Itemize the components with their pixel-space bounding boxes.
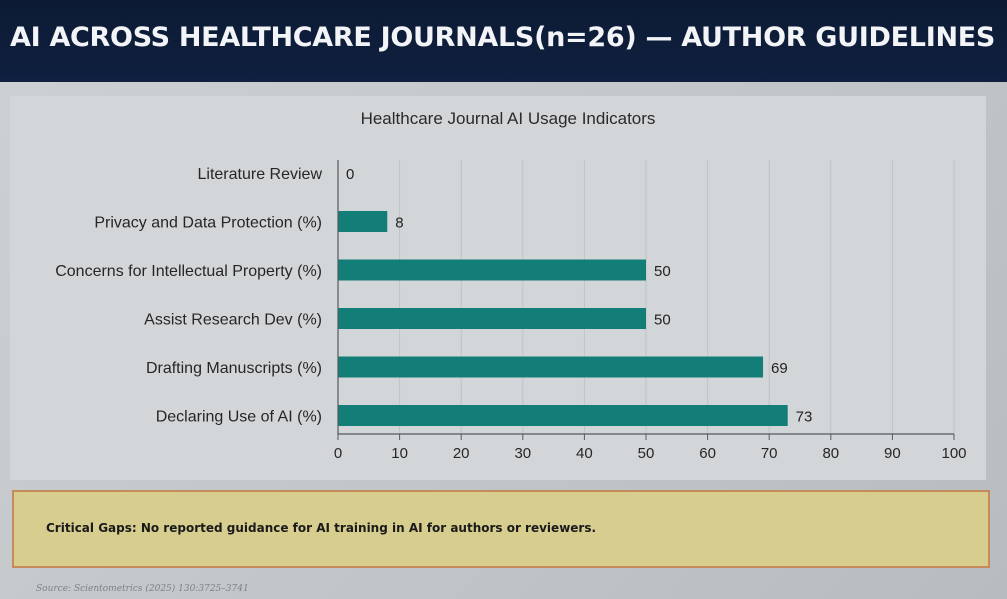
category-label: Privacy and Data Protection (%) — [94, 215, 322, 232]
x-tick-label: 90 — [884, 445, 901, 462]
x-tick-label: 100 — [941, 445, 966, 462]
data-label: 69 — [771, 360, 788, 377]
chart-title: Healthcare Journal AI Usage Indicators — [361, 109, 656, 128]
bar-chart: Healthcare Journal AI Usage Indicators L… — [55, 109, 967, 462]
x-tick-label: 40 — [576, 445, 593, 462]
x-tick-label: 10 — [391, 445, 408, 462]
bar — [338, 405, 788, 426]
critical-gaps-text: Critical Gaps: No reported guidance for … — [46, 521, 597, 535]
data-label: 0 — [346, 166, 354, 183]
source-citation: Source: Scientometrics (2025) 130:3725–3… — [36, 584, 249, 594]
data-label: 50 — [654, 263, 671, 280]
category-label: Drafting Manuscripts (%) — [146, 360, 322, 377]
x-tick-label: 70 — [761, 445, 778, 462]
category-label: Concerns for Intellectual Property (%) — [55, 263, 322, 280]
bars — [338, 211, 788, 426]
critical-gaps-callout: Critical Gaps: No reported guidance for … — [12, 490, 990, 568]
category-label: Literature Review — [198, 166, 323, 183]
slide-header: AI ACROSS HEALTHCARE JOURNALS(n=26) — AU… — [0, 0, 1007, 82]
bar — [338, 356, 764, 378]
x-tick-label: 0 — [334, 445, 342, 462]
data-label: 50 — [654, 312, 671, 329]
x-tick-label: 30 — [514, 445, 531, 462]
category-label: Declaring Use of AI (%) — [156, 409, 322, 426]
bar — [338, 308, 646, 329]
x-tick-labels: 0 10 20 30 40 50 60 70 80 90 100 — [334, 445, 967, 462]
slide-title: AI ACROSS HEALTHCARE JOURNALS(n=26) — AU… — [10, 22, 996, 53]
x-tick-label: 80 — [822, 445, 839, 462]
chart-panel: Healthcare Journal AI Usage Indicators L… — [10, 96, 986, 480]
x-tick-label: 60 — [699, 445, 716, 462]
bar — [338, 211, 388, 232]
axes — [337, 160, 955, 440]
data-labels: 0 8 50 50 69 73 — [346, 166, 812, 426]
x-tick-label: 50 — [638, 445, 655, 462]
category-labels: Literature Review Privacy and Data Protec… — [55, 166, 322, 426]
gridlines — [399, 160, 955, 434]
data-label: 8 — [395, 215, 403, 232]
x-tick-label: 20 — [453, 445, 470, 462]
category-label: Assist Research Dev (%) — [144, 312, 322, 329]
bar — [338, 259, 646, 281]
data-label: 73 — [796, 409, 813, 426]
